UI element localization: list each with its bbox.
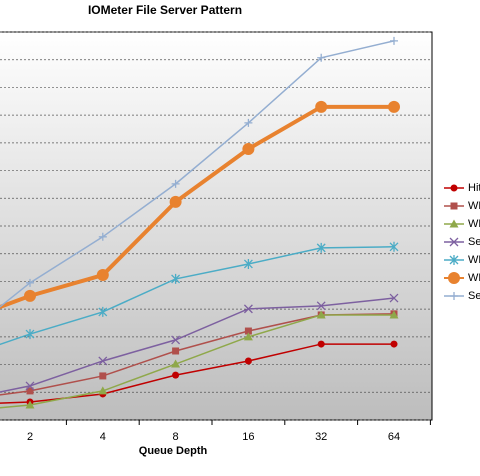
marker xyxy=(450,202,458,210)
marker xyxy=(96,269,109,282)
marker xyxy=(390,36,398,45)
marker xyxy=(171,359,181,368)
marker xyxy=(450,184,458,192)
legend-label: Hit xyxy=(468,182,480,194)
marker xyxy=(26,278,34,287)
marker xyxy=(24,289,36,302)
marker xyxy=(25,329,35,340)
x-tick-label: 16 xyxy=(242,431,254,443)
marker xyxy=(450,292,458,300)
marker xyxy=(98,232,107,241)
marker xyxy=(449,237,459,247)
chart-title: IOMeter File Server Pattern xyxy=(88,3,242,17)
marker xyxy=(389,310,399,319)
marker xyxy=(389,293,399,303)
marker xyxy=(25,400,35,409)
legend-label: WD xyxy=(468,218,480,230)
x-tick-label: 4 xyxy=(100,431,106,443)
marker xyxy=(26,387,34,395)
legend-label: WD xyxy=(468,272,480,284)
marker xyxy=(99,372,107,380)
x-tick-label: 32 xyxy=(315,431,327,443)
marker xyxy=(171,335,181,345)
marker xyxy=(449,219,459,228)
marker xyxy=(243,258,253,269)
marker xyxy=(171,273,181,284)
x-axis-label: Queue Depth xyxy=(139,445,208,457)
marker xyxy=(389,241,399,252)
marker xyxy=(169,195,182,208)
legend-label: WD xyxy=(468,254,480,266)
marker xyxy=(98,306,108,317)
marker xyxy=(388,100,400,113)
marker xyxy=(98,386,108,395)
marker xyxy=(244,118,253,127)
marker xyxy=(25,381,35,391)
marker xyxy=(448,272,460,284)
marker xyxy=(244,357,252,365)
marker xyxy=(244,327,252,335)
marker xyxy=(316,310,326,319)
marker xyxy=(172,371,180,379)
marker xyxy=(171,179,180,188)
marker xyxy=(315,100,328,113)
marker xyxy=(98,356,108,366)
marker xyxy=(243,304,253,314)
marker xyxy=(172,347,180,355)
legend-label: Se xyxy=(468,290,480,302)
marker xyxy=(317,53,326,62)
marker xyxy=(390,340,398,348)
x-tick-label: 8 xyxy=(173,431,179,443)
marker xyxy=(316,301,326,311)
legend-label: WD xyxy=(468,200,480,212)
marker xyxy=(449,255,459,265)
marker xyxy=(243,332,253,341)
marker xyxy=(242,142,255,155)
marker xyxy=(316,242,326,253)
marker xyxy=(317,340,325,348)
x-tick-label: 2 xyxy=(27,431,33,443)
x-tick-label: 64 xyxy=(388,431,400,443)
legend-label: Se xyxy=(468,236,480,248)
